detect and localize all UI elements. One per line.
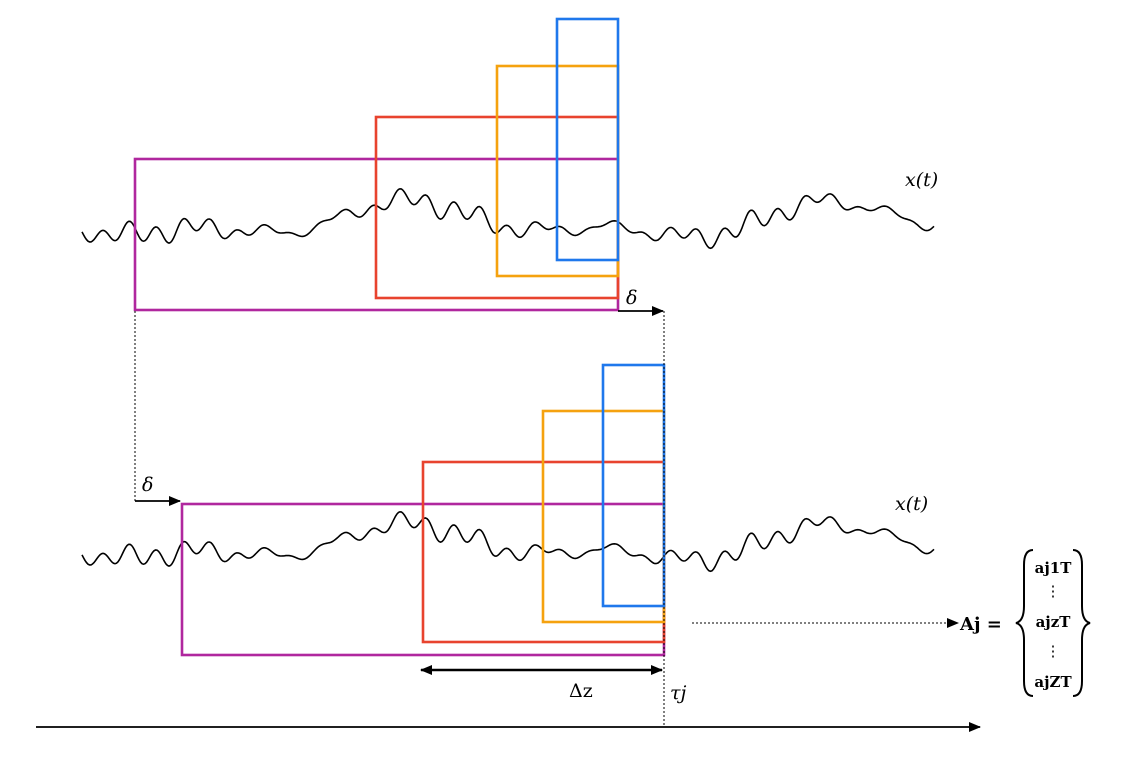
- window-length-label: Δz: [569, 680, 593, 702]
- matrix-row-3: ajzT: [1036, 613, 1072, 631]
- bottom-window-stack: [180, 363, 666, 657]
- matrix-row-1: aj1T: [1035, 559, 1073, 577]
- signal-bottom-waveform: [81, 510, 935, 573]
- signal-top-waveform: [81, 187, 935, 250]
- matrix-row-4: ⋮: [1046, 642, 1061, 660]
- matrix-left-brace: [1015, 549, 1034, 697]
- matrix-row-5: ajZT: [1034, 673, 1072, 691]
- time-marker-label: τj: [670, 682, 687, 704]
- bottom-shift-label: δ: [142, 474, 153, 496]
- top-window-blue: [555, 17, 620, 262]
- bottom-window-blue: [601, 363, 666, 608]
- signal-bottom-label: x(t): [895, 493, 928, 515]
- top-window-stack: [133, 17, 620, 312]
- signal-top-label: x(t): [905, 169, 938, 191]
- matrix-right-brace: [1072, 549, 1091, 697]
- top-shift-label: δ: [626, 287, 637, 309]
- matrix-row-2: ⋮: [1046, 582, 1061, 600]
- matrix-lhs-label: Aj =: [959, 614, 1002, 635]
- output-matrix: Aj = aj1T ⋮ ajzT ⋮ ajZT: [959, 549, 1091, 697]
